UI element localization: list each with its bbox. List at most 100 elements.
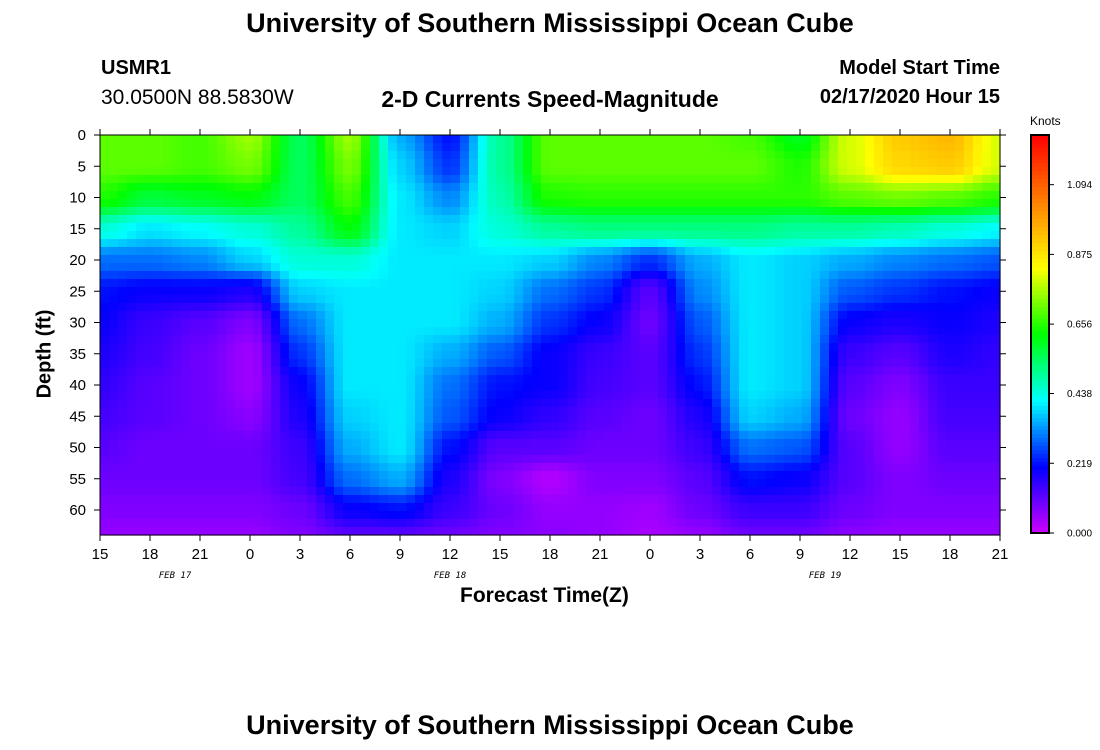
heatmap-cell [793, 255, 803, 264]
heatmap-cell [730, 271, 740, 280]
heatmap-cell [649, 343, 659, 352]
heatmap-cell [127, 511, 137, 520]
heatmap-cell [451, 487, 461, 496]
heatmap-cell [181, 271, 191, 280]
heatmap-cell [100, 143, 110, 152]
heatmap-cell [865, 271, 875, 280]
heatmap-cell [262, 439, 272, 448]
heatmap-cell [478, 351, 488, 360]
heatmap-cell [514, 343, 524, 352]
heatmap-cell [595, 471, 605, 480]
heatmap-cell [784, 375, 794, 384]
heatmap-cell [730, 327, 740, 336]
heatmap-cell [190, 343, 200, 352]
heatmap-cell [379, 463, 389, 472]
heatmap-cell [343, 447, 353, 456]
heatmap-cell [433, 255, 443, 264]
heatmap-cell [316, 375, 326, 384]
heatmap-cell [307, 431, 317, 440]
heatmap-cell [991, 335, 1001, 344]
heatmap-cell [190, 151, 200, 160]
heatmap-cell [280, 343, 290, 352]
heatmap-cell [253, 375, 263, 384]
heatmap-cell [226, 519, 236, 528]
heatmap-cell [478, 527, 488, 536]
heatmap-cell [982, 247, 992, 256]
heatmap-cell [199, 247, 209, 256]
heatmap-cell [415, 327, 425, 336]
heatmap-cell [289, 367, 299, 376]
heatmap-cell [658, 463, 668, 472]
heatmap-cell [289, 359, 299, 368]
heatmap-cell [109, 423, 119, 432]
heatmap-cell [325, 255, 335, 264]
heatmap-cell [955, 407, 965, 416]
heatmap-cell [865, 191, 875, 200]
heatmap-cell [505, 455, 515, 464]
heatmap-cell [703, 319, 713, 328]
heatmap-cell [802, 327, 812, 336]
heatmap-cell [559, 327, 569, 336]
heatmap-cell [451, 463, 461, 472]
heatmap-cell [424, 463, 434, 472]
heatmap-cell [631, 391, 641, 400]
heatmap-cell [244, 135, 254, 144]
heatmap-cell [838, 399, 848, 408]
heatmap-cell [172, 175, 182, 184]
heatmap-cell [406, 215, 416, 224]
heatmap-cell [262, 415, 272, 424]
heatmap-cell [532, 183, 542, 192]
heatmap-cell [550, 343, 560, 352]
heatmap-cell [127, 423, 137, 432]
heatmap-cell [514, 151, 524, 160]
heatmap-cell [181, 399, 191, 408]
heatmap-cell [856, 199, 866, 208]
heatmap-cell [199, 207, 209, 216]
heatmap-cell [478, 423, 488, 432]
heatmap-cell [874, 343, 884, 352]
heatmap-cell [946, 487, 956, 496]
heatmap-cell [307, 303, 317, 312]
heatmap-cell [334, 391, 344, 400]
heatmap-cell [532, 407, 542, 416]
heatmap-cell [892, 335, 902, 344]
heatmap-cell [712, 383, 722, 392]
heatmap-cell [307, 383, 317, 392]
heatmap-cell [334, 183, 344, 192]
heatmap-cell [109, 471, 119, 480]
heatmap-cell [658, 375, 668, 384]
heatmap-cell [397, 359, 407, 368]
heatmap-cell [154, 343, 164, 352]
heatmap-cell [856, 247, 866, 256]
heatmap-cell [694, 463, 704, 472]
heatmap-cell [622, 375, 632, 384]
heatmap-cell [910, 359, 920, 368]
heatmap-cell [280, 455, 290, 464]
heatmap-cell [181, 487, 191, 496]
heatmap-cell [244, 175, 254, 184]
heatmap-cell [559, 447, 569, 456]
heatmap-cell [253, 407, 263, 416]
heatmap-cell [802, 151, 812, 160]
heatmap-cell [307, 143, 317, 152]
heatmap-cell [244, 335, 254, 344]
heatmap-cell [127, 351, 137, 360]
heatmap-cell [127, 255, 137, 264]
heatmap-cell [208, 303, 218, 312]
heatmap-cell [361, 223, 371, 232]
heatmap-cell [829, 479, 839, 488]
heatmap-cell [559, 431, 569, 440]
heatmap-cell [145, 351, 155, 360]
heatmap-cell [109, 231, 119, 240]
heatmap-cell [721, 295, 731, 304]
heatmap-cell [361, 367, 371, 376]
heatmap-cell [973, 519, 983, 528]
heatmap-cell [703, 511, 713, 520]
heatmap-cell [838, 199, 848, 208]
heatmap-cell [334, 239, 344, 248]
heatmap-cell [631, 159, 641, 168]
heatmap-cell [379, 455, 389, 464]
heatmap-cell [109, 351, 119, 360]
heatmap-cell [316, 519, 326, 528]
heatmap-cell [235, 471, 245, 480]
